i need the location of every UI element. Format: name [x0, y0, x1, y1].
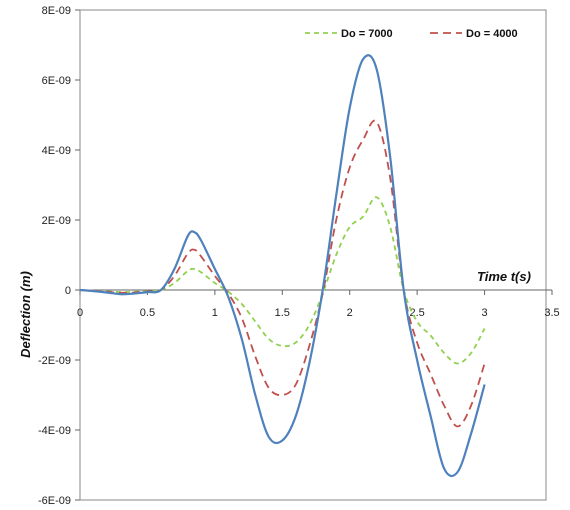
x-tick-label: 3.5 — [544, 307, 559, 319]
x-tick-label: 2.5 — [409, 307, 424, 319]
y-tick-label: -6E-09 — [38, 495, 71, 507]
legend-label: Do = 4000 — [466, 28, 518, 40]
x-tick-label: 0 — [77, 307, 83, 319]
x-tick-label: 0.5 — [140, 307, 155, 319]
y-tick-label: 0 — [65, 285, 71, 297]
x-tick-label: 2 — [347, 307, 353, 319]
y-tick-label: 6E-09 — [42, 75, 71, 87]
series-layer — [79, 54, 486, 478]
x-tick-label: 1 — [212, 307, 218, 319]
series-line-solid — [79, 54, 486, 478]
x-axis: 0 0.5 1 1.5 2 2.5 3 3.5 — [77, 289, 560, 319]
y-axis-title: Deflection (m) — [18, 271, 33, 358]
legend: Do = 7000 Do = 4000 — [305, 28, 518, 40]
y-tick-label: -4E-09 — [38, 425, 71, 437]
y-axis: 8E-09 6E-09 4E-09 2E-09 0 -2E-09 -4E-09 -6E-09 — [38, 5, 80, 507]
y-tick-label: 2E-09 — [42, 215, 71, 227]
plot-area — [79, 9, 547, 501]
plot-border — [79, 9, 547, 501]
x-axis-title: Time t(s) — [477, 269, 531, 284]
legend-label: Do = 7000 — [341, 28, 393, 40]
series-line-do-7000 — [79, 196, 486, 365]
y-tick-label: 4E-09 — [42, 145, 71, 157]
y-tick-label: -2E-09 — [38, 355, 71, 367]
x-tick-label: 3 — [482, 307, 488, 319]
y-tick-label: 8E-09 — [42, 5, 71, 17]
x-tick-label: 1.5 — [275, 307, 290, 319]
